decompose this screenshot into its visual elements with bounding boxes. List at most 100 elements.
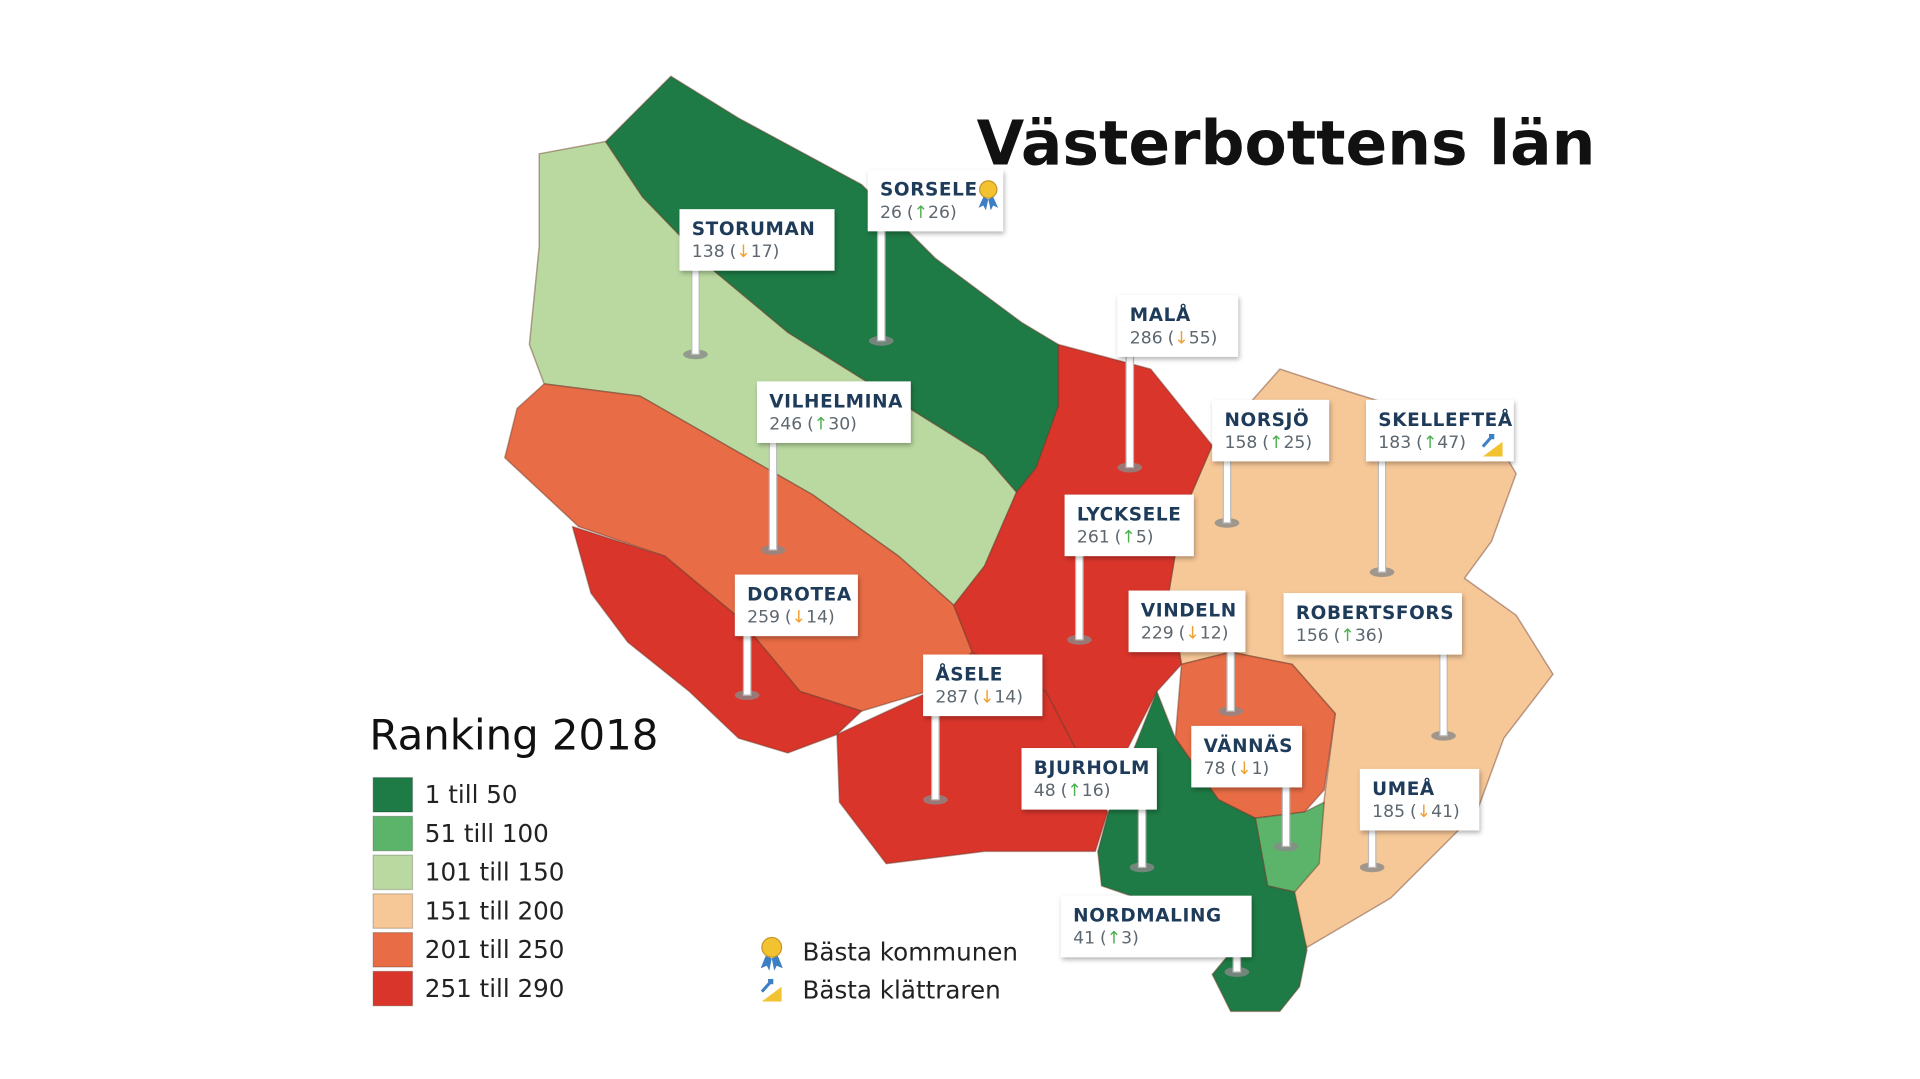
label-box bbox=[1212, 399, 1330, 462]
medal-ribbon bbox=[760, 955, 783, 971]
label-box bbox=[1283, 593, 1462, 655]
legend-label: 1 till 50 bbox=[425, 780, 518, 809]
icon-legend-label: Bästa klättraren bbox=[803, 976, 1001, 1005]
municipality-stats: 229 (↓12) bbox=[1141, 624, 1229, 644]
climber-arrow bbox=[760, 979, 774, 993]
map-title: Västerbottens län bbox=[977, 108, 1596, 180]
municipality-name: VILHELMINA bbox=[769, 391, 903, 412]
label-box bbox=[1359, 768, 1480, 831]
legend-label: 101 till 150 bbox=[425, 858, 565, 887]
label-box bbox=[1060, 895, 1252, 958]
municipality-name: BJURHOLM bbox=[1034, 758, 1150, 779]
legend-swatch bbox=[372, 893, 414, 929]
change: (↑26) bbox=[907, 203, 957, 223]
municipality-stats: 156 (↑36) bbox=[1296, 626, 1384, 646]
legend: 1 till 50 51 till 100 101 till 150 151 till… bbox=[372, 776, 565, 1007]
marker-stick bbox=[1367, 827, 1377, 868]
label-box bbox=[867, 169, 1004, 232]
legend-swatch bbox=[372, 854, 414, 891]
medal-ribbon bbox=[978, 196, 999, 211]
marker: VINDELN 229 (↓12) bbox=[1128, 590, 1246, 717]
municipality-stats: 158 (↑25) bbox=[1225, 433, 1313, 453]
label-box bbox=[1117, 295, 1239, 357]
legend-label: 51 till 100 bbox=[425, 819, 549, 848]
label-box bbox=[734, 574, 858, 637]
rank: 261 bbox=[1077, 528, 1110, 548]
municipality-stats: 261 (↑5) bbox=[1077, 528, 1154, 548]
region bbox=[571, 525, 863, 754]
medal-icon bbox=[761, 936, 783, 958]
change: (↓14) bbox=[785, 608, 835, 628]
municipality-name: ROBERTSFORS bbox=[1296, 603, 1454, 624]
municipality-name: MALÅ bbox=[1130, 304, 1191, 326]
legend-label: 201 till 250 bbox=[425, 935, 565, 964]
municipality-name: VÄNNÄS bbox=[1204, 735, 1293, 757]
municipality-stats: 78 (↓1) bbox=[1204, 759, 1270, 779]
marker: DOROTEA 259 (↓14) bbox=[734, 574, 858, 701]
municipality-name: LYCKSELE bbox=[1077, 505, 1182, 526]
rank: 287 bbox=[935, 688, 968, 708]
change: (↓55) bbox=[1168, 328, 1218, 348]
marker-stick bbox=[876, 228, 886, 342]
municipality-stats: 286 (↓55) bbox=[1130, 328, 1218, 348]
rank: 78 bbox=[1204, 759, 1226, 779]
municipality-stats: 183 (↑47) bbox=[1378, 433, 1466, 453]
municipality-stats: 41 (↑3) bbox=[1073, 929, 1139, 949]
change: (↑16) bbox=[1061, 781, 1111, 801]
municipality-stats: 246 (↑30) bbox=[769, 414, 857, 434]
rank: 158 bbox=[1225, 433, 1258, 453]
municipality-stats: 259 (↓14) bbox=[747, 608, 835, 628]
legend-swatch bbox=[372, 931, 414, 968]
label-box bbox=[1366, 399, 1514, 462]
label-box bbox=[1021, 748, 1157, 810]
rank: 185 bbox=[1372, 802, 1405, 822]
rank: 41 bbox=[1073, 929, 1095, 949]
change: (↑25) bbox=[1262, 433, 1312, 453]
change: (↑5) bbox=[1115, 528, 1154, 548]
regions bbox=[504, 75, 1554, 1013]
change: (↓1) bbox=[1230, 759, 1269, 779]
icon-legend: Bästa kommunen Bästa klättraren bbox=[760, 936, 1019, 1005]
municipality-name: SORSELE bbox=[880, 180, 978, 201]
marker-stick bbox=[1439, 651, 1448, 737]
change: (↑36) bbox=[1334, 626, 1384, 646]
marker-stick bbox=[691, 267, 700, 355]
municipality-name: DOROTEA bbox=[747, 584, 852, 605]
rank: 183 bbox=[1378, 433, 1411, 453]
municipality-stats: 185 (↓41) bbox=[1372, 802, 1460, 822]
municipality-stats: 287 (↓14) bbox=[935, 688, 1023, 708]
municipality-name: SKELLEFTEÅ bbox=[1378, 409, 1513, 431]
change: (↓14) bbox=[973, 688, 1023, 708]
change: (↑30) bbox=[807, 414, 857, 434]
marker-stick bbox=[1075, 553, 1084, 641]
marker-stick bbox=[1125, 353, 1135, 469]
icon-legend-label: Bästa kommunen bbox=[803, 938, 1019, 967]
legend-swatch bbox=[372, 776, 414, 813]
legend-label: 251 till 290 bbox=[425, 974, 565, 1003]
climber-arrow bbox=[1481, 433, 1495, 448]
marker: ÅSELE 287 (↓14) bbox=[923, 654, 1043, 805]
municipality-name: VINDELN bbox=[1141, 600, 1237, 621]
label-box bbox=[1191, 725, 1303, 788]
change: (↓12) bbox=[1179, 624, 1229, 644]
label-box bbox=[756, 381, 911, 443]
marker-stick bbox=[1281, 784, 1291, 848]
rank: 246 bbox=[769, 414, 802, 434]
municipality-name: STORUMAN bbox=[692, 219, 816, 240]
municipality-name: ÅSELE bbox=[935, 663, 1003, 685]
change: (↑47) bbox=[1416, 433, 1466, 453]
municipality-stats: 26 (↑26) bbox=[880, 203, 957, 223]
marker-stick bbox=[1137, 806, 1147, 868]
municipality-stats: 48 (↑16) bbox=[1034, 781, 1111, 801]
climber-icon bbox=[761, 986, 782, 1002]
